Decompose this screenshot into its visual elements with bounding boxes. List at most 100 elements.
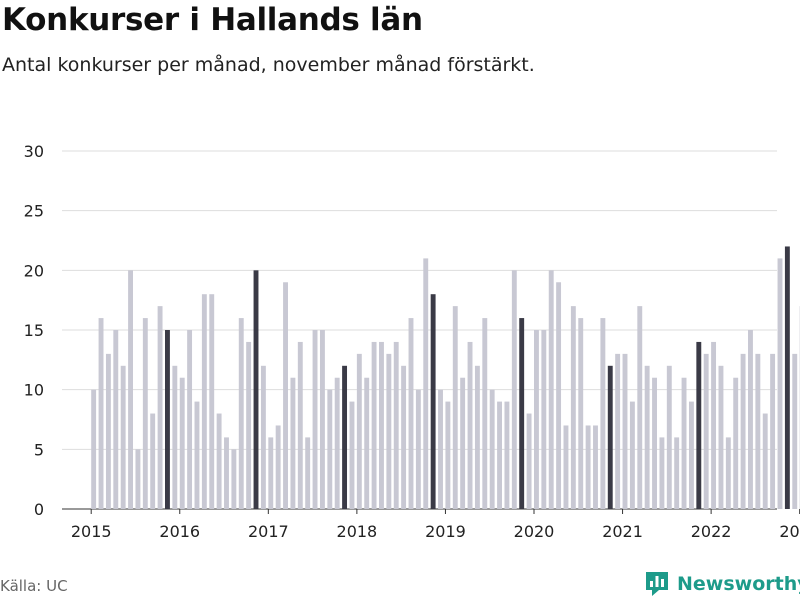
bar [622, 353, 628, 509]
y-tick-label: 15 [24, 321, 44, 340]
x-tick-label: 2018 [337, 522, 378, 541]
bar [327, 389, 333, 509]
bar [489, 389, 495, 509]
chart-subtitle: Antal konkurser per månad, november måna… [2, 54, 535, 76]
bar [733, 377, 739, 509]
bar [128, 270, 133, 509]
bar [150, 413, 156, 509]
bar [371, 341, 377, 509]
bar [711, 341, 717, 509]
bar [356, 353, 362, 509]
bar [541, 330, 547, 509]
bar [246, 341, 252, 509]
bar [423, 258, 429, 509]
bar [563, 425, 569, 509]
y-tick-label: 30 [24, 142, 44, 161]
bar [386, 353, 392, 509]
bar [408, 318, 414, 509]
bar [474, 365, 480, 509]
bar [253, 270, 259, 509]
x-tick-label: 2016 [159, 522, 200, 541]
bar [312, 330, 318, 509]
bar [179, 377, 185, 509]
bar [319, 330, 325, 509]
bar [105, 353, 111, 509]
x-tick-label: 2015 [71, 522, 112, 541]
bar [748, 330, 753, 509]
bar [644, 365, 650, 509]
bar [268, 437, 274, 509]
bar [224, 437, 229, 509]
bar [142, 318, 148, 509]
bar [120, 365, 126, 509]
y-tick-label: 0 [34, 500, 44, 519]
bar [504, 401, 510, 509]
x-tick-label: 2021 [602, 522, 643, 541]
bar [548, 270, 554, 509]
bar [364, 377, 370, 509]
bar [556, 282, 562, 509]
bar [497, 401, 502, 509]
x-tick-label: 2017 [248, 522, 289, 541]
newsworthy-icon [646, 572, 668, 596]
bar [674, 437, 680, 509]
bar [290, 377, 296, 509]
bar [438, 389, 443, 509]
bar [393, 341, 399, 509]
bar-chart: 0 5 10 15 20 25 30 2015 2016 2017 2018 2019 2020 2021… [24, 142, 800, 541]
bar [593, 425, 598, 509]
bar [585, 425, 591, 509]
bar [467, 341, 473, 509]
brand-name: Newsworthy [677, 573, 800, 595]
bar [415, 389, 421, 509]
bar [165, 330, 170, 509]
bar [430, 294, 436, 509]
bar [401, 365, 407, 509]
bar [688, 401, 694, 509]
y-tick-label: 5 [34, 440, 44, 459]
bar [629, 401, 635, 509]
bar [342, 365, 348, 509]
bar [570, 306, 576, 509]
y-tick-label: 20 [24, 261, 44, 280]
bar [777, 258, 783, 509]
newsworthy-logo[interactable]: Newsworthy [644, 570, 800, 598]
bar [652, 377, 657, 509]
bar [755, 353, 761, 509]
bar [511, 270, 517, 509]
bar [792, 353, 798, 509]
bar [283, 282, 288, 509]
bar [526, 413, 532, 509]
bar [762, 413, 768, 509]
bar [740, 353, 746, 509]
bar [659, 437, 665, 509]
bar [534, 330, 539, 509]
x-tick-label: 2020 [514, 522, 555, 541]
bar [113, 330, 119, 509]
source-note: Källa: UC [0, 577, 68, 595]
bar [578, 318, 584, 509]
bar [681, 377, 687, 509]
bar [209, 294, 215, 509]
bar [379, 341, 384, 509]
bar [482, 318, 488, 509]
bar [157, 306, 163, 509]
bar [216, 413, 222, 509]
bar [725, 437, 731, 509]
bar [305, 437, 311, 509]
bar [607, 365, 613, 509]
bar [91, 389, 97, 509]
y-tick-label: 10 [24, 381, 44, 400]
bar [460, 377, 466, 509]
bar [275, 425, 281, 509]
bar [600, 318, 606, 509]
bar [231, 449, 237, 509]
bar [637, 306, 643, 509]
bar [172, 365, 178, 509]
bar [194, 401, 200, 509]
x-tick-label: 2023 [779, 522, 800, 541]
bar [784, 246, 790, 509]
y-tick-label: 25 [24, 202, 44, 221]
bar [334, 377, 340, 509]
bar [98, 318, 104, 509]
